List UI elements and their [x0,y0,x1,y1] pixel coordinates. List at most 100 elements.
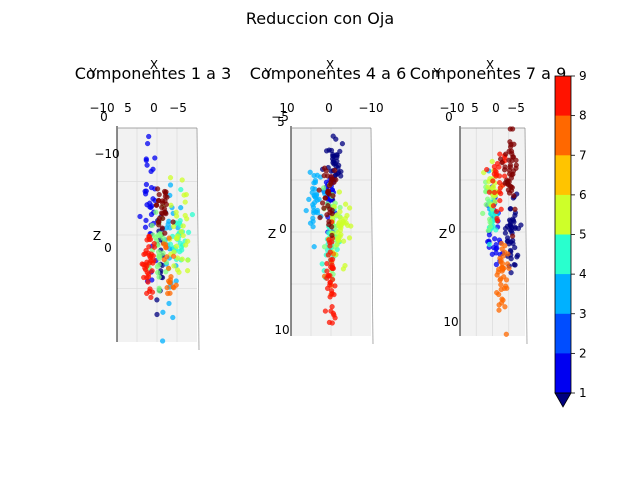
data-point [167,175,174,181]
data-point [497,151,503,157]
data-point [518,222,524,228]
data-point [512,206,518,212]
data-point [503,331,509,337]
data-point [161,257,167,263]
data-point [142,224,149,230]
data-point [306,196,312,202]
z-tick-label: −10 [94,147,119,161]
axis-edge [196,127,200,351]
x-axis-label: X [150,58,158,72]
colorbar-tick-label: 6 [579,188,587,202]
data-point [503,151,509,157]
data-point [486,189,492,195]
data-point [329,320,335,326]
data-point [179,177,185,183]
data-point [167,241,174,247]
data-point [506,265,512,271]
data-point [160,309,166,315]
data-point [502,230,508,236]
data-point [502,226,509,232]
data-point [182,199,188,205]
data-point [146,236,152,242]
data-point [167,182,174,188]
data-point [171,249,177,255]
data-point [505,235,511,241]
data-point [497,277,503,283]
data-point [316,187,322,193]
data-point [486,232,492,238]
figure-title: Reduccion con Oja [246,9,394,28]
data-point [498,206,504,212]
data-point [310,185,316,192]
data-point [163,189,169,195]
data-point [485,196,491,202]
data-point [511,262,517,268]
colorbar-tick-label: 2 [579,346,587,360]
data-point [148,294,154,300]
subplot-componentes-4-6: Componentes 4 a 6 10 0 −10 −55 0 10 X Y Z [250,58,406,345]
data-point [166,218,172,224]
data-point [155,270,161,276]
data-point [508,270,514,276]
data-point [333,172,339,178]
data-point [507,247,514,254]
z-axis-label: Z [93,229,101,243]
z-tick-label: 10 [274,323,289,337]
data-point [500,297,506,303]
data-point [303,208,309,214]
data-point [331,292,337,298]
data-point [507,218,513,224]
data-point [177,218,183,224]
x-axis-label: X [486,58,494,72]
data-point [185,257,191,263]
data-point [503,277,510,283]
data-point [508,148,515,154]
data-point [487,224,493,230]
data-point [507,126,513,132]
data-point [310,204,316,210]
data-point [162,230,168,236]
data-point [489,251,495,257]
data-point [164,285,170,291]
data-point [157,254,163,260]
data-point [322,165,328,171]
data-point [341,238,347,244]
data-point [489,158,495,165]
x-tick-label: −5 [169,101,187,115]
data-point [143,191,149,197]
data-point [147,200,153,206]
data-point [166,265,172,271]
data-point [151,241,157,247]
data-point [186,229,192,235]
data-point [507,183,513,189]
data-point [156,249,162,255]
y-axis-label: Y [263,66,272,80]
data-point [330,193,336,199]
colorbar-segment [555,194,571,235]
data-point [339,141,345,147]
data-point [502,167,508,173]
data-point [499,265,505,271]
data-point [508,256,514,262]
data-point [504,261,511,267]
data-point [494,290,500,296]
data-point [143,267,149,273]
x-tick-label: 0 [492,101,500,115]
data-point [495,269,501,275]
z-tick-label: 10 [443,315,458,329]
data-point [496,307,502,313]
data-point [180,223,186,229]
data-point [325,272,331,279]
colorbar-tick-label: 7 [579,148,587,162]
data-point [498,282,504,288]
data-point [174,267,181,273]
data-point [180,233,186,239]
data-point [312,195,319,201]
data-point [347,205,353,211]
data-point [508,175,514,181]
data-point [143,181,149,188]
data-point [321,185,327,191]
data-point [143,248,149,254]
data-point [311,173,317,179]
data-point [507,164,513,170]
